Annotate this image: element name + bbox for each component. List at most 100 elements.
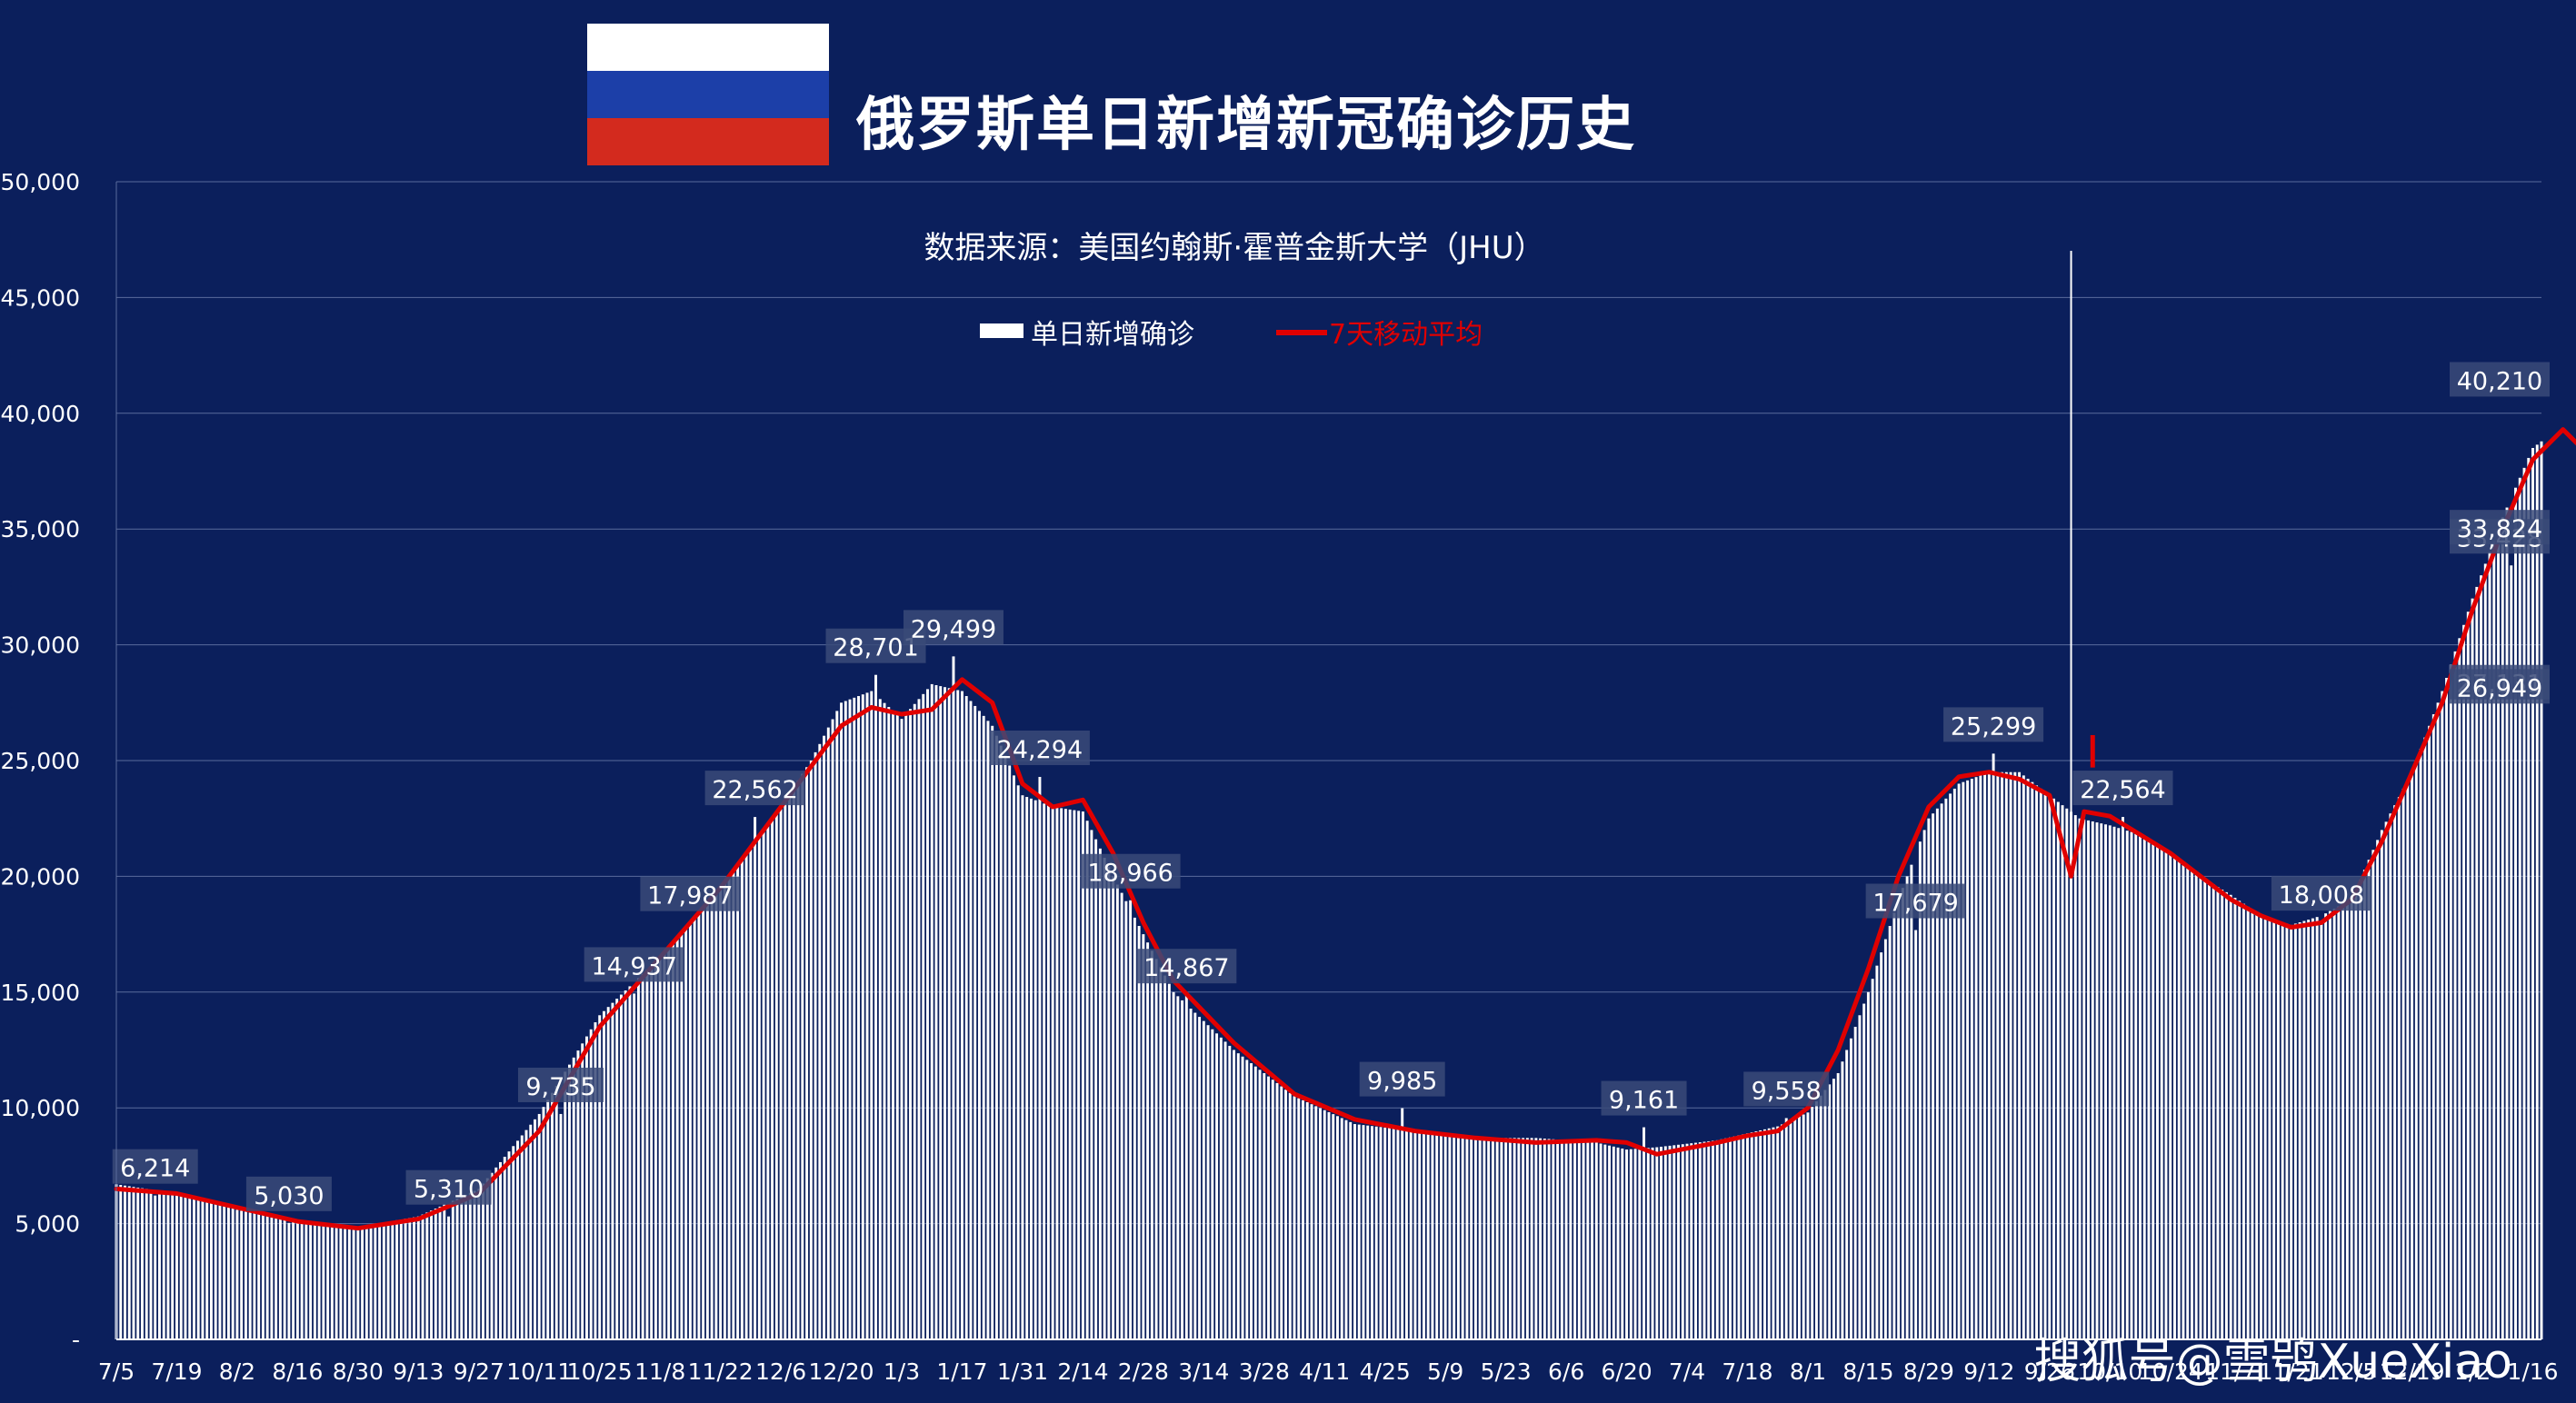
- bar: [1284, 1090, 1287, 1339]
- bar: [2431, 714, 2435, 1339]
- bar: [2122, 817, 2124, 1339]
- bar: [1811, 1107, 1814, 1339]
- bar: [2397, 797, 2401, 1339]
- bar: [218, 1205, 222, 1339]
- bar: [705, 902, 709, 1339]
- bar: [2522, 467, 2526, 1339]
- bar: [1677, 1144, 1680, 1339]
- bar: [913, 703, 916, 1339]
- bar: [295, 1222, 299, 1339]
- bar: [865, 692, 869, 1339]
- bar: [300, 1223, 304, 1339]
- data-label-box: [2450, 510, 2550, 545]
- bar: [2246, 906, 2250, 1339]
- bar: [361, 1226, 364, 1339]
- bar: [2436, 702, 2440, 1339]
- bar: [2483, 563, 2487, 1339]
- bar: [1534, 1138, 1538, 1339]
- data-label-box: [2450, 669, 2550, 704]
- data-label-box: [989, 730, 1090, 765]
- data-label-box: [1136, 949, 1237, 984]
- bar: [2082, 819, 2086, 1339]
- bar: [2156, 845, 2159, 1339]
- bar: [507, 1151, 511, 1339]
- bar: [482, 1183, 484, 1339]
- x-tick-label: 9/13: [393, 1358, 444, 1385]
- bar: [2026, 779, 2030, 1339]
- bar: [154, 1195, 157, 1339]
- bar: [809, 761, 813, 1339]
- data-label: 9,735: [525, 1073, 595, 1101]
- bar: [179, 1194, 183, 1339]
- bar: [1543, 1139, 1546, 1339]
- bar: [2419, 749, 2422, 1339]
- x-tick-label: 10/25: [567, 1358, 633, 1385]
- bar: [2505, 507, 2509, 1339]
- bar: [477, 1189, 481, 1339]
- bar: [1063, 809, 1067, 1339]
- bar: [460, 1197, 464, 1339]
- x-tick-label: 1/3: [884, 1358, 920, 1385]
- bar: [999, 745, 1003, 1339]
- bar: [1784, 1118, 1788, 1339]
- data-label-box: [1359, 1061, 1445, 1097]
- bar: [784, 800, 787, 1339]
- bar: [443, 1204, 446, 1339]
- bar: [1115, 884, 1119, 1339]
- legend-swatch-bars: [980, 323, 1023, 338]
- bar: [2514, 487, 2517, 1339]
- bar: [1573, 1140, 1577, 1339]
- bar: [1552, 1139, 1555, 1339]
- bar: [201, 1200, 205, 1339]
- bar: [2411, 771, 2414, 1339]
- bar: [1616, 1147, 1620, 1339]
- bar: [1746, 1133, 1749, 1339]
- bar: [1043, 803, 1046, 1339]
- bar: [2004, 771, 2008, 1339]
- bar: [1253, 1066, 1257, 1339]
- bar: [1371, 1126, 1373, 1339]
- bar: [214, 1203, 217, 1339]
- annotation-layer: [2070, 251, 2095, 1339]
- x-tick-label: 10/10: [2077, 1358, 2142, 1385]
- data-label: 18,008: [2279, 881, 2364, 910]
- bar: [1314, 1106, 1318, 1339]
- data-label-box: [2271, 876, 2371, 911]
- bar: [1694, 1142, 1697, 1339]
- bar: [1577, 1140, 1581, 1339]
- bar: [542, 1107, 545, 1339]
- bar: [1793, 1118, 1797, 1339]
- x-tick-label: 11/22: [688, 1358, 754, 1385]
- bar: [2255, 912, 2259, 1339]
- bar: [2371, 850, 2375, 1339]
- bar: [1392, 1128, 1395, 1339]
- bar: [1655, 1147, 1659, 1339]
- bar: [1979, 775, 1982, 1339]
- bar: [1357, 1124, 1361, 1339]
- bar: [339, 1226, 343, 1339]
- bar: [1845, 1050, 1849, 1339]
- bar: [658, 957, 662, 1339]
- bar: [619, 994, 623, 1339]
- bar: [1862, 1003, 1866, 1339]
- bar: [645, 970, 649, 1339]
- x-tick-label: 7/4: [1669, 1358, 1705, 1385]
- bar: [1129, 900, 1133, 1339]
- bar: [1288, 1092, 1292, 1339]
- bar: [1504, 1138, 1508, 1339]
- bar: [1974, 777, 1978, 1339]
- bar: [1379, 1127, 1383, 1339]
- bar: [378, 1223, 382, 1339]
- bar: [1672, 1145, 1676, 1339]
- bar: [2018, 771, 2022, 1339]
- bar: [861, 694, 864, 1339]
- x-tick-label: 8/15: [1842, 1358, 1893, 1385]
- bar: [1159, 967, 1163, 1339]
- bar: [494, 1167, 498, 1339]
- data-label-box: [584, 947, 684, 982]
- bar: [2380, 830, 2383, 1339]
- bar: [675, 937, 679, 1339]
- bar: [611, 1002, 614, 1339]
- bar: [1849, 1038, 1852, 1339]
- bar: [671, 942, 674, 1339]
